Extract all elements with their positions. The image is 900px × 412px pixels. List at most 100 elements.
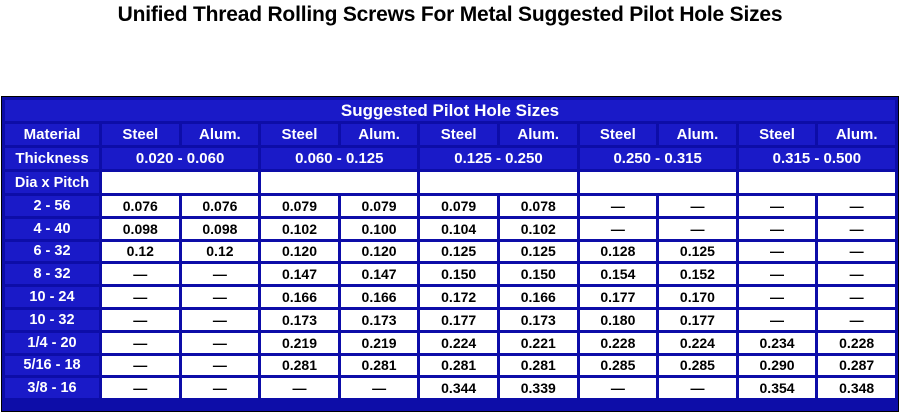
pilot-hole-value: — [102, 264, 179, 285]
thickness-label: Thickness [5, 148, 99, 169]
pilot-hole-value: 0.348 [818, 378, 895, 399]
table-row: 2 - 56 0.076 0.076 0.079 0.079 0.079 0.078— — — — [5, 196, 895, 216]
pilot-hole-value: 0.221 [499, 332, 577, 353]
thickness-range: 0.020 - 0.060 [102, 148, 259, 169]
pilot-hole-value: 0.102 [261, 218, 338, 239]
pilot-hole-value: 0.166 [340, 287, 418, 307]
pilot-hole-value: — [579, 196, 657, 216]
pilot-hole-value: — [181, 287, 259, 307]
pilot-hole-value: 0.102 [499, 218, 577, 239]
pilot-hole-value: — [579, 218, 657, 239]
pilot-hole-value: 0.128 [579, 241, 657, 262]
material-header: Steel [738, 124, 816, 145]
pilot-hole-value: 0.152 [659, 264, 736, 285]
pilot-hole-value: 0.219 [340, 332, 418, 353]
pilot-hole-value: — [818, 309, 895, 330]
pilot-hole-value: — [738, 196, 816, 216]
thickness-range: 0.125 - 0.250 [420, 148, 577, 169]
pilot-hole-value: — [738, 264, 816, 285]
pilot-hole-value: — [818, 196, 895, 216]
material-header: Alum. [340, 124, 418, 145]
pilot-hole-value: 0.154 [579, 264, 657, 285]
pilot-hole-value: 0.281 [420, 355, 497, 376]
material-header: Alum. [181, 124, 259, 145]
pilot-hole-value: 0.166 [499, 287, 577, 307]
pilot-hole-value: 0.281 [499, 355, 577, 376]
pilot-hole-value: 0.177 [659, 309, 736, 330]
dia-pitch-cell: 6 - 32 [5, 241, 99, 262]
pilot-hole-value: — [261, 378, 338, 399]
table-row: 1/4 - 20— —0.219 0.219 0.224 0.221 0.228 0.224… [5, 332, 895, 353]
thickness-range: 0.315 - 0.500 [738, 148, 895, 169]
pilot-hole-value: — [818, 264, 895, 285]
pilot-hole-value: 0.224 [420, 332, 497, 353]
pilot-hole-value: — [818, 241, 895, 262]
table-row: 10 - 24— —0.166 0.166 0.172 0.166 0.177 0.170—… [5, 287, 895, 307]
pilot-hole-value: 0.224 [659, 332, 736, 353]
pilot-hole-value: 0.076 [181, 196, 259, 216]
material-label: Material [5, 124, 99, 145]
pilot-hole-value: 0.177 [579, 287, 657, 307]
pilot-hole-value: 0.104 [420, 218, 497, 239]
pilot-hole-value: 0.219 [261, 332, 338, 353]
pilot-hole-value: — [818, 287, 895, 307]
pilot-hole-value: 0.12 [102, 241, 179, 262]
dia-pitch-cell: 10 - 24 [5, 287, 99, 307]
pilot-hole-value: 0.079 [420, 196, 497, 216]
thickness-range: 0.060 - 0.125 [261, 148, 418, 169]
dia-pitch-cell: 8 - 32 [5, 264, 99, 285]
material-header: Alum. [499, 124, 577, 145]
pilot-hole-value: — [102, 355, 179, 376]
pilot-hole-value: 0.147 [340, 264, 418, 285]
table-row: 5/16 - 18— —0.281 0.281 0.281 0.281 0.285 0.28… [5, 355, 895, 376]
pilot-hole-value: 0.125 [420, 241, 497, 262]
pilot-hole-value: 0.078 [499, 196, 577, 216]
pilot-hole-value: — [102, 287, 179, 307]
pilot-hole-value: 0.125 [499, 241, 577, 262]
pilot-hole-value: 0.344 [420, 378, 497, 399]
pilot-hole-value: — [181, 332, 259, 353]
table-row: 10 - 32— —0.173 0.173 0.177 0.173 0.180 0.177—… [5, 309, 895, 330]
dia-pitch-cell: 4 - 40 [5, 218, 99, 239]
pilot-hole-value: — [659, 378, 736, 399]
pilot-hole-value: 0.079 [261, 196, 338, 216]
page-title: Unified Thread Rolling Screws For Metal … [117, 3, 783, 26]
thickness-range: 0.250 - 0.315 [579, 148, 736, 169]
pilot-hole-value: 0.147 [261, 264, 338, 285]
pilot-hole-value: 0.12 [181, 241, 259, 262]
pilot-hole-value: 0.079 [340, 196, 418, 216]
pilot-hole-value: 0.172 [420, 287, 497, 307]
table-row: 6 - 32 0.12 0.12 0.120 0.120 0.125 0.125 0.128 0… [5, 241, 895, 262]
pilot-hole-value: — [738, 287, 816, 307]
pilot-hole-value: — [818, 218, 895, 239]
dia-pitch-cell: 5/16 - 18 [5, 355, 99, 376]
pilot-hole-value: 0.180 [579, 309, 657, 330]
dia-pitch-label: Dia x Pitch [5, 172, 99, 193]
dia-pitch-cell: 2 - 56 [5, 196, 99, 216]
material-header: Alum. [659, 124, 736, 145]
dia-pitch-row: Dia x Pitch [5, 172, 895, 193]
pilot-hole-value: 0.170 [659, 287, 736, 307]
table-banner-row: Suggested Pilot Hole Sizes [5, 100, 895, 121]
pilot-hole-value: 0.285 [579, 355, 657, 376]
dia-pitch-cell: 1/4 - 20 [5, 332, 99, 353]
pilot-hole-value: 0.281 [261, 355, 338, 376]
pilot-hole-value: 0.098 [181, 218, 259, 239]
pilot-hole-value: — [738, 241, 816, 262]
table-banner: Suggested Pilot Hole Sizes [5, 100, 895, 121]
pilot-hole-value: — [738, 218, 816, 239]
material-header: Steel [261, 124, 338, 145]
pilot-hole-value: — [102, 332, 179, 353]
pilot-hole-value: 0.150 [420, 264, 497, 285]
pilot-hole-value: 0.120 [261, 241, 338, 262]
pilot-hole-value: — [181, 355, 259, 376]
pilot-hole-value: 0.290 [738, 355, 816, 376]
pilot-hole-value: 0.339 [499, 378, 577, 399]
pilot-hole-value: 0.173 [499, 309, 577, 330]
pilot-hole-table: Suggested Pilot Hole Sizes Material Stee… [1, 96, 899, 412]
pilot-hole-value: — [181, 264, 259, 285]
dia-pitch-cell: 10 - 32 [5, 309, 99, 330]
pilot-hole-value: 0.076 [102, 196, 179, 216]
material-header: Steel [102, 124, 179, 145]
pilot-hole-value: 0.177 [420, 309, 497, 330]
